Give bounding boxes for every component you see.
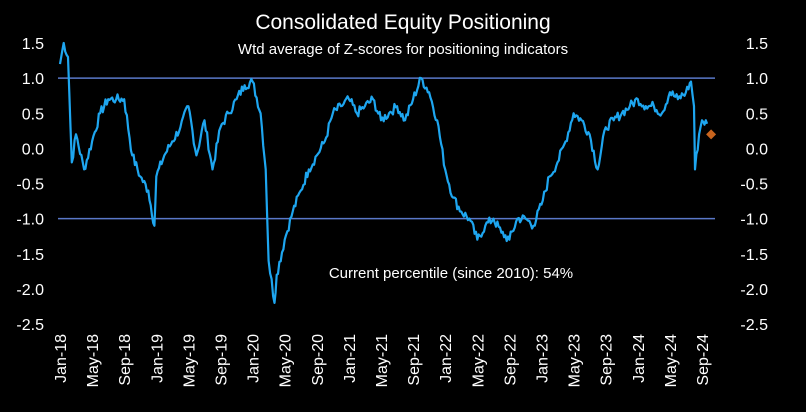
latest-value-marker — [706, 129, 717, 140]
x-tick: Jan-23 — [535, 334, 552, 383]
y-tick-right: -1.5 — [740, 247, 768, 264]
y-tick-right: 0.5 — [746, 106, 768, 123]
y-tick-left: -2.5 — [16, 317, 44, 334]
y-tick-left: 1.5 — [22, 36, 44, 53]
y-tick-right: 1.5 — [746, 36, 768, 53]
y-tick-right: 1.0 — [746, 71, 768, 88]
y-axis-right: 1.5 1.0 0.5 0.0 -0.5 -1.0 -1.5 -2.0 -2.5 — [740, 36, 768, 334]
x-tick: May-23 — [567, 334, 584, 387]
x-tick: Jan-18 — [53, 334, 70, 383]
x-tick: May-21 — [374, 334, 391, 387]
y-tick-left: 1.0 — [22, 71, 44, 88]
chart-title: Consolidated Equity Positioning — [255, 11, 550, 34]
x-tick: Jan-20 — [246, 334, 263, 383]
x-tick: Sep-20 — [310, 334, 327, 386]
x-tick: Sep-23 — [599, 334, 616, 386]
x-tick: May-24 — [663, 334, 680, 387]
y-tick-right: -1.0 — [740, 212, 768, 229]
reference-lines — [58, 77, 715, 220]
series-line — [58, 41, 709, 304]
y-tick-left: -0.5 — [16, 177, 44, 194]
x-tick: Sep-24 — [695, 334, 712, 386]
y-axis-left: 1.5 1.0 0.5 0.0 -0.5 -1.0 -1.5 -2.0 -2.5 — [16, 36, 44, 334]
x-tick: May-20 — [278, 334, 295, 387]
percentile-annotation: Current percentile (since 2010): 54% — [329, 265, 573, 282]
y-tick-right: -2.0 — [740, 282, 768, 299]
y-tick-left: 0.5 — [22, 106, 44, 123]
x-tick: Sep-21 — [406, 334, 423, 386]
x-tick: Sep-18 — [117, 334, 134, 386]
x-tick: Jan-21 — [342, 334, 359, 383]
x-tick: May-19 — [181, 334, 198, 387]
x-tick: Jan-22 — [438, 334, 455, 383]
x-axis: Jan-18 May-18 Sep-18 Jan-19 May-19 Sep-19 Jan-… — [53, 334, 712, 387]
y-tick-left: 0.0 — [22, 141, 44, 158]
x-tick: Sep-19 — [214, 334, 231, 386]
y-tick-right: -0.5 — [740, 177, 768, 194]
y-tick-left: -1.5 — [16, 247, 44, 264]
x-tick: Sep-22 — [502, 334, 519, 386]
y-tick-right: -2.5 — [740, 317, 768, 334]
x-tick: May-18 — [85, 334, 102, 387]
y-tick-left: -2.0 — [16, 282, 44, 299]
x-tick: Jan-24 — [631, 334, 648, 383]
x-tick: Jan-19 — [149, 334, 166, 383]
x-tick: May-22 — [470, 334, 487, 387]
y-tick-left: -1.0 — [16, 212, 44, 229]
chart-subtitle: Wtd average of Z-scores for positioning … — [238, 41, 568, 58]
y-tick-right: 0.0 — [746, 141, 768, 158]
